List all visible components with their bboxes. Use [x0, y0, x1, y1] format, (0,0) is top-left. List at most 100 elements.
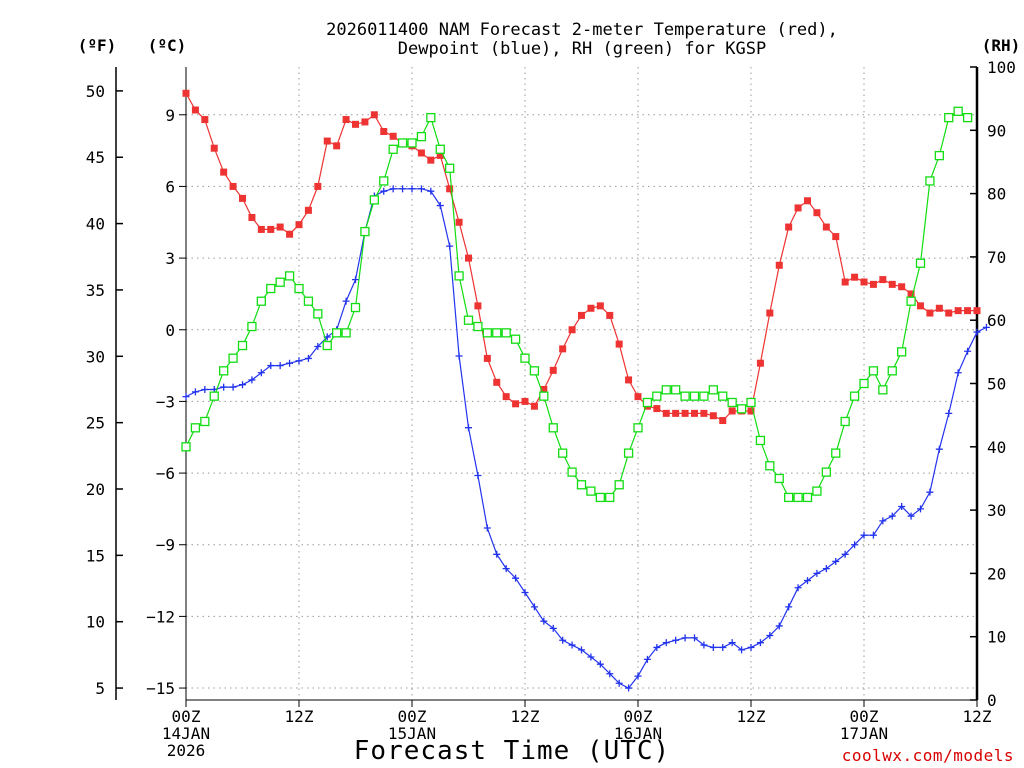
dewpoint-point — [587, 653, 595, 661]
rh-point — [897, 347, 907, 357]
rh-point — [840, 416, 850, 427]
rh-point — [718, 391, 728, 401]
dewpoint-point — [474, 471, 482, 479]
celsius-tick-label: 0 — [165, 321, 175, 340]
rh-point — [708, 385, 718, 395]
dewpoint-point — [615, 679, 623, 687]
rh-point — [831, 448, 841, 458]
dewpoint-point — [935, 445, 943, 453]
x-tick-date-label: 17JAN — [840, 724, 888, 743]
dewpoint-point — [530, 603, 538, 611]
rh-tick-label: 70 — [987, 248, 1006, 267]
temperature-line — [185, 93, 977, 422]
temperature-point — [248, 213, 256, 221]
celsius-tick-label: −15 — [146, 679, 175, 698]
temperature-point — [728, 407, 736, 415]
fahrenheit-unit-label: (ºF) — [78, 36, 117, 55]
x-tick-label: 12Z — [737, 707, 766, 726]
temperature-point — [869, 280, 877, 288]
dewpoint-point — [493, 550, 501, 558]
rh-point — [256, 296, 266, 306]
temperature-point — [813, 209, 821, 217]
rh-point — [275, 277, 285, 287]
temperature-point — [841, 278, 849, 286]
temperature-point — [295, 221, 303, 229]
temperature-point — [342, 116, 350, 124]
temperature-point — [361, 118, 369, 126]
temperature-point — [276, 223, 284, 231]
celsius-tick-label: −12 — [146, 607, 175, 626]
dewpoint-point — [709, 643, 717, 651]
dewpoint-point — [248, 376, 256, 384]
rh-point — [689, 391, 700, 401]
temperature-point — [879, 276, 887, 284]
fahrenheit-tick-label: 10 — [86, 613, 105, 632]
celsius-unit-label: (ºC) — [148, 36, 187, 55]
temperature-point — [907, 290, 915, 298]
rh-point — [558, 448, 568, 458]
rh-tick-label: 20 — [987, 564, 1006, 583]
temperature-point — [615, 340, 623, 348]
temperature-point — [926, 309, 934, 317]
dewpoint-point — [427, 187, 435, 195]
rh-point — [360, 226, 370, 237]
rh-point — [595, 492, 605, 503]
temperature-point — [549, 366, 557, 374]
rh-unit-label: (RH) — [982, 36, 1021, 55]
rh-point — [388, 144, 398, 154]
dewpoint-point — [446, 242, 454, 250]
rh-point — [416, 131, 427, 142]
rh-point — [379, 176, 389, 186]
dewpoint-point — [832, 557, 840, 565]
rh-point — [294, 283, 304, 294]
dewpoint-point — [785, 603, 793, 611]
rh-point — [793, 492, 803, 503]
rh-point — [510, 334, 521, 344]
temperature-point — [945, 309, 953, 317]
dewpoint-point — [295, 357, 303, 365]
rh-tick-label: 80 — [987, 185, 1006, 204]
temperature-point — [832, 233, 840, 241]
rh-tick-label: 10 — [987, 628, 1006, 647]
rh-point — [878, 385, 888, 395]
celsius-tick-label: −6 — [156, 464, 175, 483]
x-tick-label: 00Z — [172, 707, 201, 726]
rh-line — [185, 110, 968, 498]
temperature-point — [229, 182, 237, 190]
dewpoint-point — [982, 323, 990, 331]
temperature-point — [672, 409, 680, 417]
rh-point — [755, 435, 766, 446]
dewpoint-point — [841, 550, 849, 558]
rh-point — [671, 385, 681, 395]
rh-point — [445, 163, 455, 173]
rh-point — [426, 112, 436, 123]
rh-point — [567, 467, 577, 477]
temperature-point — [474, 302, 482, 310]
temperature-point — [719, 417, 727, 425]
chart-title-line-1: 2026011400 NAM Forecast 2-meter Temperat… — [326, 20, 838, 40]
rh-point — [868, 366, 879, 376]
dewpoint-point — [898, 503, 906, 511]
rh-point — [642, 397, 653, 408]
dewpoint-point — [869, 531, 877, 539]
chart-series — [181, 89, 990, 692]
rh-point — [802, 492, 813, 503]
fahrenheit-tick-label: 30 — [86, 347, 105, 366]
rh-point — [284, 271, 295, 281]
x-tick-label: 12Z — [285, 707, 314, 726]
temperature-point — [587, 304, 595, 312]
temperature-point — [182, 89, 190, 97]
rh-point — [350, 302, 361, 313]
temperature-point — [559, 345, 567, 353]
x-tick-label: 00Z — [398, 707, 427, 726]
chart-title-line-2: Dewpoint (blue), RH (green) for KGSP — [398, 39, 766, 59]
fahrenheit-tick-label: 40 — [86, 215, 105, 234]
x-axis-title: Forecast Time (UTC) — [354, 736, 670, 766]
dewpoint-point — [201, 385, 209, 393]
dewpoint-point — [662, 639, 670, 647]
dewpoint-point — [879, 517, 887, 525]
rh-point — [473, 321, 483, 332]
temperature-point — [333, 142, 341, 150]
fahrenheit-tick-label: 20 — [86, 480, 105, 499]
temperature-point — [709, 412, 717, 420]
